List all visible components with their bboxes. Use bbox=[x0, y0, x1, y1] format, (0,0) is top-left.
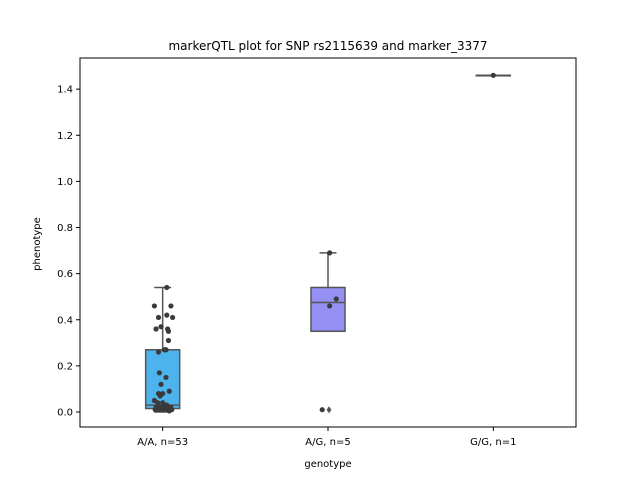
data-point bbox=[327, 250, 333, 256]
data-point bbox=[158, 324, 164, 330]
y-tick-label: 0.0 bbox=[57, 408, 73, 419]
data-point bbox=[169, 314, 176, 321]
plot-area: 0.0 0.2 0.4 0.6 0.8 1.0 1.2 1.4 A/A, n=53 A/G, n=… bbox=[57, 72, 516, 448]
data-point bbox=[156, 370, 162, 376]
box bbox=[310, 286, 346, 333]
data-point bbox=[153, 326, 159, 332]
plot-frame bbox=[79, 57, 577, 428]
y-tick-label: 0.6 bbox=[57, 269, 73, 280]
x-tick-label: A/A, n=53 bbox=[137, 437, 188, 448]
data-point bbox=[490, 72, 496, 78]
data-point bbox=[155, 314, 162, 321]
data-point bbox=[165, 328, 172, 334]
x-tick-label: A/G, n=5 bbox=[305, 437, 350, 448]
y-axis-label: phenotype bbox=[32, 217, 43, 271]
data-point bbox=[319, 407, 325, 413]
chart-title: markerQTL plot for SNP rs2115639 and mar… bbox=[168, 39, 487, 53]
x-tick-label: G/G, n=1 bbox=[470, 437, 516, 448]
data-point bbox=[164, 312, 170, 318]
data-point bbox=[160, 400, 166, 406]
data-point bbox=[168, 303, 174, 309]
data-point bbox=[155, 400, 161, 406]
data-point bbox=[157, 393, 163, 399]
data-point bbox=[166, 388, 172, 394]
data-point bbox=[163, 347, 169, 353]
data-point bbox=[158, 381, 164, 387]
data-point bbox=[151, 303, 157, 309]
data-point bbox=[165, 337, 172, 344]
data-point bbox=[333, 296, 339, 302]
y-tick-label: 0.2 bbox=[57, 361, 73, 372]
data-point bbox=[327, 303, 333, 309]
data-point bbox=[155, 349, 162, 355]
data-point bbox=[164, 284, 170, 291]
y-tick-label: 1.2 bbox=[57, 131, 73, 142]
y-tick-label: 1.0 bbox=[57, 177, 73, 188]
data-point bbox=[169, 407, 175, 413]
y-tick-label: 0.8 bbox=[57, 223, 73, 234]
data-point bbox=[154, 405, 160, 412]
box bbox=[144, 348, 181, 410]
data-point bbox=[159, 405, 165, 412]
outlier-marker bbox=[326, 406, 332, 414]
y-tick-label: 1.4 bbox=[57, 85, 73, 96]
data-point bbox=[163, 374, 169, 381]
x-axis-label: genotype bbox=[304, 459, 351, 470]
y-tick-label: 0.4 bbox=[57, 315, 73, 326]
